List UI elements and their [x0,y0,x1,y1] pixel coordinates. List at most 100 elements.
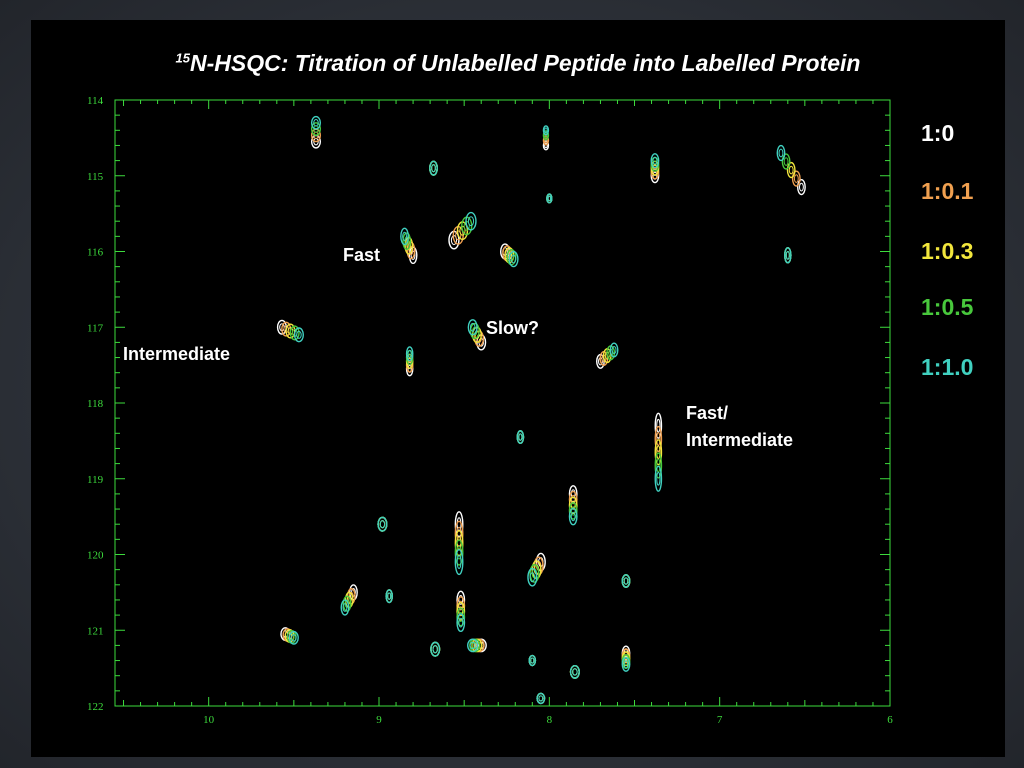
peaks-layer [276,115,806,705]
y-tick-label-117: 117 [87,322,104,334]
peak-29-contour-4 [528,654,537,667]
peak-3 [542,125,550,151]
peak-3-inner-1 [544,142,548,149]
peak-5-inner-3 [788,165,794,175]
peak-4 [650,153,660,184]
peak-20 [527,552,546,587]
peak-20-inner-5 [529,572,536,583]
peak-21-contour-4 [342,595,352,612]
annotation-fast: Fast [343,245,381,265]
peak-15-contour-1 [654,412,663,439]
peak-23-inner-5 [458,617,464,628]
annotation-fast-line1: Fast/ [686,403,729,423]
peak-22-contour-4 [385,589,394,604]
peak-31 [536,692,546,705]
peak-12-inner-5 [469,322,476,332]
peak-10-contour-4 [784,247,792,264]
peak-1 [310,115,322,149]
peak-6 [448,211,477,250]
peak-23 [456,590,466,633]
peak-18-contour-5 [377,516,388,532]
y-tick-label-118: 118 [87,398,104,410]
peak-10-inner-4 [785,250,790,260]
peak-17-contour-2 [568,490,578,509]
peak-2 [429,160,438,176]
peak-14-inner-5 [611,345,617,354]
peak-17-inner-5 [570,511,576,522]
peak-30-inner-5 [572,668,578,676]
peak-3-contour-4 [542,125,550,136]
peak-5-inner-1 [799,182,804,192]
peak-9-inner-4 [547,195,552,202]
peak-25-contour-5 [288,630,299,645]
peak-5-contour-4 [781,153,791,170]
y-tick-label-116: 116 [87,247,104,259]
peak-21-inner-5 [342,603,348,612]
peak-25-inner-5 [291,634,297,642]
title-text: N-HSQC: Titration of Unlabelled Peptide … [190,50,861,76]
peak-26 [430,641,441,657]
peak-9-contour-4 [546,193,553,204]
peak-19-contour-5 [454,548,464,576]
peak-5-contour-1 [797,178,806,196]
peak-28-inner-5 [623,660,629,669]
peak-28 [621,645,631,672]
peak-11-contour-4 [289,325,300,341]
hsqc-spectrum: 10 9 8 7 6 114 115 116 117 118 119 120 121 122 [87,95,893,726]
legend-item-1-0: 1:0 [921,120,955,146]
legend-item-1-0.1: 1:0.1 [921,178,974,204]
y-tick-label-122: 122 [87,701,104,713]
peak-15-contour-4 [654,452,663,479]
peak-27-contour-5 [467,638,479,653]
peak-2-contour-5 [429,160,438,176]
peak-23-inner-2 [458,600,464,611]
peak-15-contour-5 [654,465,663,492]
peak-17-contour-5 [568,507,578,526]
peak-23-inner-1 [458,594,464,605]
peak-12-contour-5 [467,319,478,336]
peak-16-contour-4 [516,430,525,444]
peak-16-inner-4 [518,433,523,441]
legend-item-1-0.5: 1:0.5 [921,294,974,320]
x-tick-label-7: 7 [717,714,723,726]
peak-13-contour-5 [405,346,414,362]
annotation-fast-line2: Intermediate [686,430,794,450]
peak-8-contour-4 [402,232,412,250]
peak-11 [276,319,304,343]
peak-20-contour-5 [527,567,538,587]
peak-23-contour-3 [456,601,466,621]
peak-21-contour-5 [340,599,350,616]
peak-26-contour-5 [430,641,441,657]
peak-8-inner-5 [402,231,407,242]
peak-5-inner-5 [778,148,784,158]
peak-19-inner-5 [456,555,462,569]
peak-22-inner-4 [387,592,392,600]
peak-11-contour-5 [293,327,304,343]
y-tick-label-121: 121 [87,625,104,637]
peak-5 [776,144,806,196]
peak-17-contour-1 [568,485,578,503]
peak-7-inner-5 [510,254,517,264]
peak-27-inner-5 [469,641,476,650]
peak-9 [546,193,553,204]
peak-18-inner-5 [379,520,386,529]
chart-title: 15N-HSQC: Titration of Unlabelled Peptid… [31,50,1005,77]
peak-30-contour-5 [569,665,580,679]
peak-15-inner-3 [656,445,661,460]
peak-25 [280,627,299,645]
peak-17-contour-4 [568,502,578,520]
peak-17 [568,485,578,526]
peak-3-contour-2 [542,135,550,146]
axis-layer: 10 9 8 7 6 114 115 116 117 118 119 120 121 122 [87,95,893,726]
peak-30 [569,665,580,679]
peak-23-contour-5 [456,613,466,633]
peak-23-inner-4 [458,612,464,622]
peak-11-inner-5 [296,330,302,339]
peak-12-contour-4 [469,322,480,340]
peak-10 [784,247,792,264]
peak-15 [654,412,663,492]
peak-5-inner-2 [793,174,799,183]
x-tick-label-8: 8 [547,714,553,726]
peak-14-contour-5 [609,342,619,358]
annotation-intermediate: Intermediate [123,344,231,364]
